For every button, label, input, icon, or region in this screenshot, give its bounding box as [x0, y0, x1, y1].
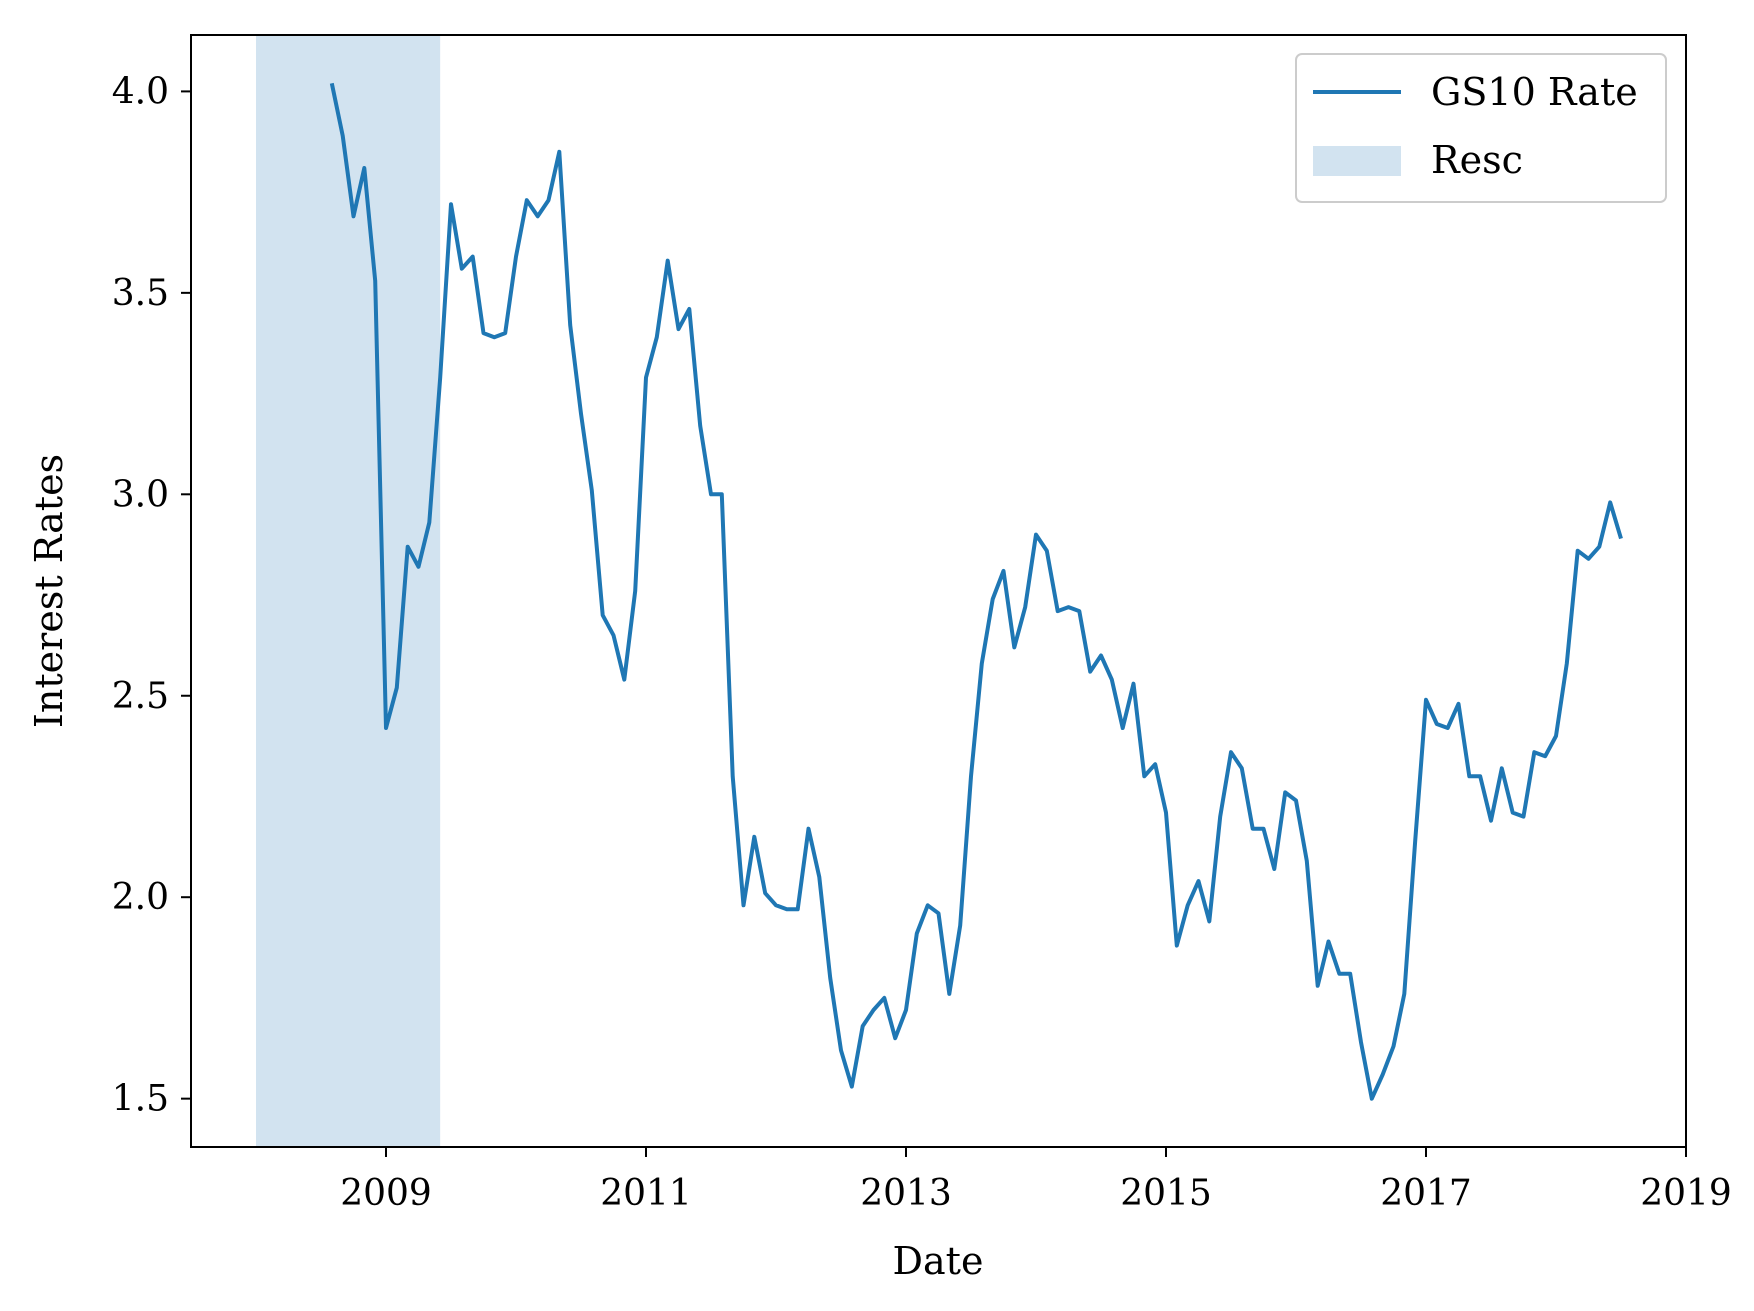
x-tick-label: 2015	[1120, 1173, 1212, 1214]
y-axis-label: Interest Rates	[27, 454, 71, 728]
series-line-layer	[329, 82, 1623, 1101]
x-tick-label: 2011	[600, 1173, 692, 1214]
y-tick-label: 3.5	[112, 273, 169, 314]
x-tick-label: 2013	[860, 1173, 952, 1214]
x-tick-label: 2019	[1640, 1173, 1732, 1214]
plot-area-frame	[190, 34, 1687, 1148]
legend-label-series: GS10 Rate	[1431, 70, 1638, 114]
y-tick-label: 2.5	[112, 676, 169, 717]
legend-label-shade: Resc	[1431, 138, 1523, 182]
shaded-region-0	[256, 35, 441, 1147]
x-axis-label: Date	[893, 1239, 984, 1283]
y-axis: 1.5 2.0 2.5 3.0 3.5 4.0	[112, 71, 191, 1120]
legend-swatch-patch	[1313, 146, 1401, 176]
legend: GS10 Rate Resc	[1295, 53, 1667, 203]
x-tick-label: 2009	[340, 1173, 432, 1214]
shaded-region-layer	[256, 35, 441, 1147]
y-tick-label: 3.0	[112, 474, 169, 515]
series-line-0	[329, 82, 1623, 1101]
x-axis: 2009 2011 2013 2015 2017 2019	[340, 1147, 1732, 1214]
y-tick-label: 4.0	[112, 71, 169, 112]
y-tick-label: 2.0	[112, 877, 169, 918]
x-tick-label: 2017	[1380, 1173, 1472, 1214]
y-tick-label: 1.5	[112, 1079, 169, 1120]
